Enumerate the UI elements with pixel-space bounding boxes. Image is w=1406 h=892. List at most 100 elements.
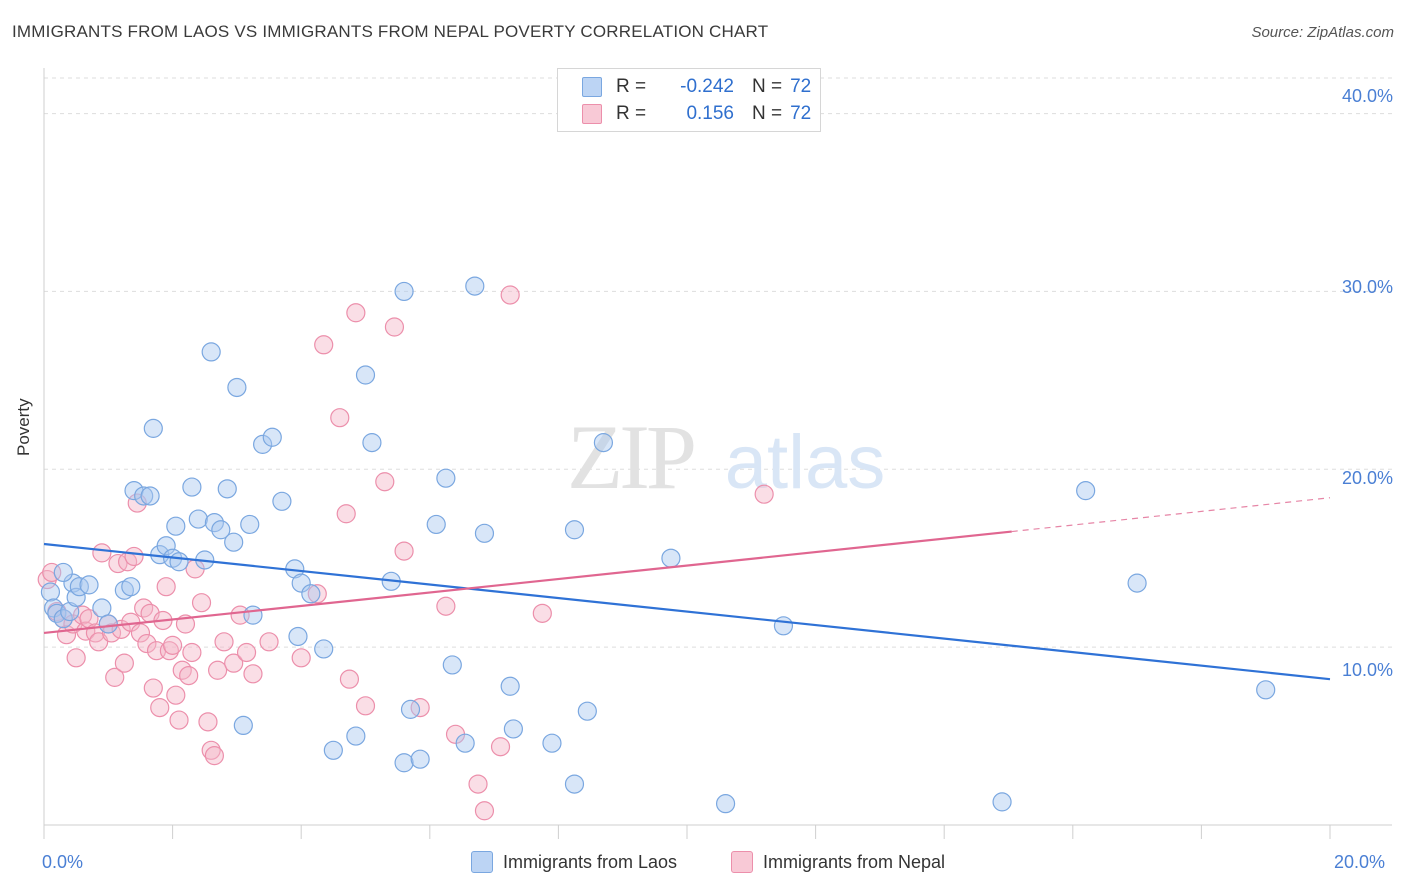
nepal-point-58 (346, 303, 366, 323)
nepal-point-39 (182, 642, 202, 663)
nepal-point-66 (468, 774, 488, 794)
source-label: Source: ZipAtlas.com (1251, 24, 1394, 41)
laos-point-44 (346, 726, 366, 746)
laos-point-69 (1076, 481, 1096, 501)
nepal-point-63 (410, 698, 430, 718)
nepal-point-12 (92, 543, 112, 563)
nepal-point-15 (105, 667, 125, 687)
nepal-point-33 (163, 635, 183, 655)
laos-point-45 (355, 365, 376, 385)
nepal-point-8 (76, 621, 96, 641)
laos-point-24 (188, 509, 208, 529)
laos-point-70 (1127, 573, 1147, 593)
nepal-point-27 (143, 678, 163, 698)
laos-point-21 (166, 516, 186, 536)
nepal-point-68 (490, 737, 511, 757)
nepal-point-69 (500, 285, 520, 305)
nepal-point-71 (754, 484, 774, 504)
laos-point-61 (564, 520, 585, 540)
nepal-point-42 (198, 712, 218, 732)
legend-item-nepal: Immigrants from Nepal (731, 851, 945, 873)
nepal-point-18 (114, 653, 134, 673)
nepal-n-value: 72 (790, 103, 812, 124)
nepal-trend-line (43, 530, 1012, 635)
laos-point-71 (1256, 680, 1276, 700)
nepal-point-16 (108, 553, 128, 574)
laos-point-6 (66, 587, 86, 607)
nepal-point-59 (355, 696, 376, 716)
laos-point-58 (500, 676, 520, 696)
nepal-point-44 (204, 746, 224, 766)
nepal-point-70 (532, 603, 552, 623)
laos-swatch (582, 77, 602, 97)
laos-point-0 (40, 582, 61, 602)
watermark-atlas: atlas (725, 420, 886, 505)
laos-point-42 (314, 639, 334, 659)
nepal-point-38 (179, 665, 199, 686)
nepal-point-61 (384, 317, 405, 337)
nepal-point-62 (394, 541, 414, 561)
laos-trend-line (43, 542, 1331, 681)
laos-point-41 (301, 584, 321, 604)
laos-point-16 (140, 486, 160, 506)
laos-point-50 (400, 699, 421, 719)
nepal-n-label: N = (752, 103, 783, 124)
nepal-legend-label: Immigrants from Nepal (763, 851, 946, 872)
nepal-points (37, 285, 774, 821)
laos-legend-label: Immigrants from Laos (503, 851, 678, 872)
nepal-point-47 (224, 653, 244, 673)
nepal-point-54 (314, 335, 334, 355)
laos-point-62 (564, 774, 585, 794)
laos-point-43 (323, 740, 343, 760)
laos-point-15 (134, 486, 154, 506)
laos-legend-swatch (471, 851, 493, 873)
laos-point-31 (227, 377, 247, 398)
nepal-point-31 (156, 577, 176, 597)
laos-point-68 (992, 792, 1012, 812)
nepal-point-52 (291, 648, 311, 668)
x-tick-label-min: 0.0% (42, 852, 84, 872)
laos-point-34 (243, 605, 263, 625)
laos-point-28 (211, 520, 231, 540)
laos-point-67 (773, 616, 794, 636)
nepal-point-35 (169, 710, 189, 730)
y-tick-label-10: 10.0% (1341, 660, 1393, 680)
chart-title: IMMIGRANTS FROM LAOS VS IMMIGRANTS FROM … (12, 22, 769, 41)
nepal-swatch (582, 104, 602, 124)
nepal-point-60 (375, 472, 395, 492)
laos-point-46 (362, 433, 382, 453)
nepal-point-50 (243, 664, 263, 684)
laos-point-10 (92, 598, 112, 618)
laos-point-54 (442, 655, 462, 675)
nepal-point-36 (172, 660, 192, 680)
laos-point-4 (60, 601, 80, 622)
laos-point-30 (224, 532, 244, 552)
laos-point-57 (474, 523, 495, 543)
nepal-point-32 (159, 641, 179, 661)
trend-lines (43, 497, 1331, 681)
nepal-point-21 (124, 546, 144, 567)
nepal-point-24 (134, 598, 154, 618)
laos-r-value: -0.242 (680, 76, 734, 97)
nepal-point-51 (259, 632, 279, 652)
nepal-trend-extension (1011, 497, 1331, 533)
nepal-point-6 (66, 648, 86, 668)
nepal-point-25 (137, 633, 157, 654)
nepal-point-57 (339, 669, 360, 689)
laos-points (40, 276, 1276, 814)
laos-n-value: 72 (790, 76, 812, 97)
nepal-legend-swatch (731, 851, 753, 873)
laos-point-48 (394, 281, 414, 302)
axes (43, 68, 1392, 839)
nepal-point-55 (330, 408, 350, 428)
laos-point-65 (661, 548, 681, 568)
laos-point-36 (262, 427, 282, 447)
laos-point-8 (53, 562, 73, 583)
laos-point-32 (233, 715, 253, 736)
laos-point-56 (465, 276, 485, 296)
nepal-r-value: 0.156 (686, 103, 734, 124)
laos-point-26 (201, 342, 221, 362)
laos-r-label: R = (616, 76, 647, 97)
laos-point-60 (542, 733, 562, 753)
